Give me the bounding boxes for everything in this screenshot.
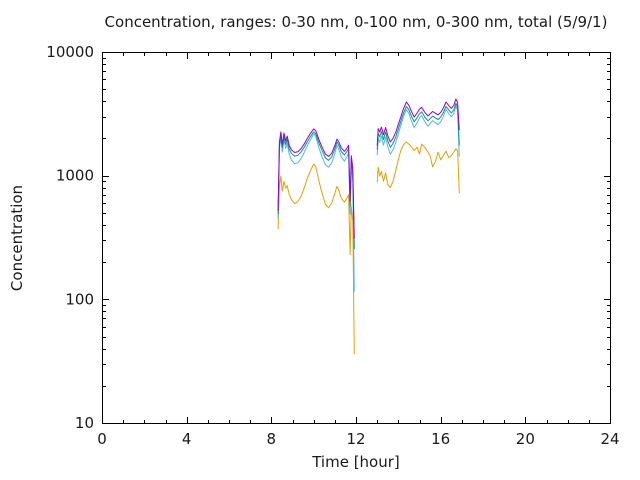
x-tick-label: 4 bbox=[182, 430, 192, 448]
x-axis-label: Time [hour] bbox=[312, 453, 400, 471]
y-tick-label: 100 bbox=[65, 290, 94, 308]
plot-border bbox=[102, 52, 611, 424]
series-line-violet-segment-2 bbox=[376, 98, 460, 146]
y-tick-label: 10000 bbox=[46, 43, 94, 61]
series-line-green-segment-2 bbox=[376, 102, 460, 150]
series-line-sky-blue-segment-1 bbox=[277, 133, 355, 292]
series-line-violet-segment-1 bbox=[277, 128, 355, 239]
x-tick-label: 8 bbox=[267, 430, 277, 448]
x-tick-label: 16 bbox=[431, 430, 450, 448]
series-line-orange-segment-1 bbox=[277, 163, 355, 355]
series-line-green-segment-1 bbox=[277, 131, 355, 250]
x-tick-label: 0 bbox=[97, 430, 107, 448]
y-tick-label: 10 bbox=[75, 414, 94, 432]
x-tick-label: 20 bbox=[516, 430, 535, 448]
x-tick-label: 24 bbox=[600, 430, 619, 448]
chart-title: Concentration, ranges: 0-30 nm, 0-100 nm… bbox=[104, 13, 608, 31]
series-line-orange-segment-2 bbox=[376, 141, 460, 194]
x-tick-label: 12 bbox=[346, 430, 365, 448]
y-tick-label: 1000 bbox=[56, 167, 94, 185]
series-line-sky-blue-segment-2 bbox=[376, 105, 460, 157]
